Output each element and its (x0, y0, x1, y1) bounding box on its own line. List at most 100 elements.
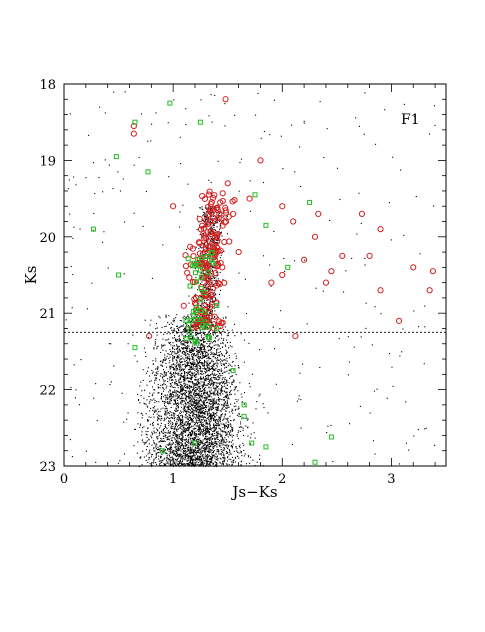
data-point (224, 426, 226, 428)
data-point (326, 431, 328, 434)
data-point (187, 411, 190, 413)
data-point (170, 393, 172, 395)
data-point (188, 414, 190, 416)
data-point (199, 207, 201, 209)
data-point (169, 432, 171, 434)
data-point (197, 355, 199, 357)
data-point (220, 221, 222, 223)
data-point (212, 223, 214, 225)
data-point (170, 423, 172, 425)
data-point (152, 432, 154, 434)
data-point (216, 226, 218, 228)
data-point (182, 415, 184, 418)
data-point (226, 357, 228, 359)
data-point (174, 381, 176, 383)
data-point (188, 425, 190, 427)
data-point (223, 453, 225, 455)
data-point (189, 336, 191, 338)
data-point (196, 408, 198, 410)
data-point (171, 393, 173, 395)
data-point (190, 365, 192, 367)
data-point (189, 455, 191, 457)
data-point (176, 462, 178, 464)
data-point (160, 373, 162, 375)
data-point (225, 410, 227, 412)
data-point (209, 393, 211, 395)
data-point (169, 333, 171, 335)
data-point (168, 459, 170, 461)
data-point (211, 433, 213, 436)
data-point (98, 177, 100, 179)
data-point (155, 453, 157, 456)
data-point (175, 410, 177, 412)
data-point (182, 340, 184, 342)
data-point (138, 399, 140, 401)
data-point (214, 413, 216, 415)
data-point (198, 406, 200, 408)
data-point (243, 403, 245, 405)
data-point (240, 450, 242, 452)
data-point (191, 447, 193, 449)
data-point (196, 387, 198, 389)
data-point (204, 450, 206, 452)
data-point (199, 421, 201, 423)
data-point (212, 294, 214, 296)
data-point (183, 457, 185, 459)
data-point (194, 386, 196, 389)
data-point (179, 454, 181, 456)
data-point (189, 351, 191, 353)
data-point (175, 330, 177, 333)
data-point (194, 460, 196, 462)
data-point (193, 401, 195, 403)
data-point (208, 349, 210, 351)
data-point (136, 452, 138, 454)
data-point (172, 357, 174, 359)
data-point (200, 424, 203, 426)
data-point (156, 400, 158, 403)
data-point (171, 440, 173, 442)
data-point (189, 405, 192, 408)
data-point (182, 411, 184, 413)
data-point (196, 354, 198, 356)
data-point (183, 344, 185, 346)
data-point (213, 277, 215, 279)
data-point (168, 431, 170, 433)
data-point (155, 455, 157, 457)
data-point (221, 408, 223, 411)
data-point (192, 414, 194, 416)
data-point (198, 357, 200, 360)
data-point (207, 357, 210, 359)
data-point (210, 357, 212, 360)
data-point (210, 459, 212, 461)
data-point (202, 412, 204, 414)
data-point (185, 454, 187, 456)
data-point (213, 330, 216, 333)
data-point (220, 231, 222, 233)
data-point (169, 379, 171, 381)
data-point (212, 434, 214, 436)
data-point (158, 452, 160, 454)
data-point (209, 362, 211, 364)
data-point (206, 363, 208, 365)
data-point (169, 366, 171, 368)
data-point (199, 427, 201, 429)
data-point (178, 384, 180, 386)
data-point (188, 392, 191, 394)
data-point (219, 212, 221, 214)
data-point (240, 421, 242, 423)
data-point (200, 350, 202, 352)
data-point (178, 337, 180, 339)
data-point (166, 397, 168, 399)
data-point (193, 390, 196, 392)
data-point (194, 400, 196, 402)
data-point (221, 442, 223, 444)
data-point (202, 219, 204, 222)
data-point (185, 323, 187, 325)
data-point (192, 388, 194, 390)
data-point (192, 404, 194, 406)
data-point (216, 374, 218, 376)
data-point (236, 448, 238, 450)
data-point (165, 325, 167, 327)
data-point (210, 368, 212, 370)
data-point (229, 430, 231, 432)
